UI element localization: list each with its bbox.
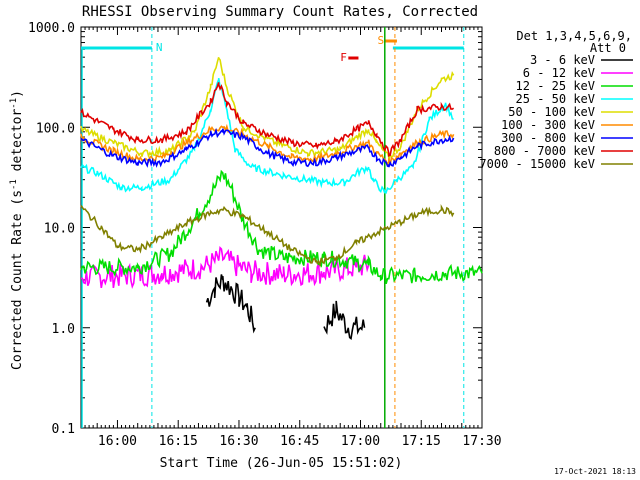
chart-title: RHESSI Observing Summary Count Rates, Co… — [82, 4, 478, 20]
x-tick-label: 17:15 — [402, 434, 441, 449]
series-line-8 — [80, 204, 455, 268]
y-axis-label: Corrected Count Rate (s-1 detector-1) — [9, 90, 25, 370]
legend-label: 7000 - 15000 keV — [479, 157, 595, 171]
x-tick-label: 17:30 — [462, 434, 501, 449]
y-label-mid: detector — [10, 109, 25, 180]
legend-label: 100 - 300 keV — [501, 118, 595, 132]
footer-date: 17-Oct-2021 18:13 — [554, 467, 636, 476]
series-line-7 — [80, 82, 455, 157]
legend-label: 300 - 800 keV — [501, 131, 595, 145]
y-tick-label: 100.0 — [36, 121, 75, 136]
series-line-2 — [80, 169, 483, 285]
series-line-3 — [80, 77, 454, 195]
flare-label: F — [340, 51, 347, 64]
legend-attenuator: Att 0 — [590, 41, 626, 55]
y-label-sup2: -1 — [9, 98, 19, 109]
x-tick-label: 16:00 — [98, 434, 137, 449]
legend-label: 12 - 25 keV — [516, 79, 595, 93]
x-tick-label: 17:00 — [341, 434, 380, 449]
saa-label: S — [377, 34, 384, 47]
y-tick-label: 0.1 — [52, 422, 75, 437]
series-line-1 — [80, 245, 370, 290]
legend-label: 25 - 50 keV — [516, 92, 595, 106]
y-tick-label: 1000.0 — [28, 21, 75, 36]
x-tick-label: 16:30 — [219, 434, 258, 449]
legend-label: 50 - 100 keV — [508, 105, 595, 119]
series-line-0 — [205, 274, 256, 334]
night-label: N — [156, 41, 163, 54]
series-line-0 — [323, 300, 366, 341]
x-axis: 16:00 16:15 16:30 16:45 17:00 17:15 17:30 — [84, 27, 502, 449]
x-tick-label: 16:45 — [280, 434, 319, 449]
legend-label: 800 - 7000 keV — [494, 144, 595, 158]
y-tick-label: 10.0 — [44, 222, 75, 237]
series-line-6 — [80, 127, 455, 168]
y-label-end: ) — [10, 90, 25, 98]
x-axis-label: Start Time (26-Jun-05 15:51:02) — [160, 456, 403, 471]
legend-label: 3 - 6 keV — [530, 53, 595, 67]
x-tick-label: 16:15 — [159, 434, 198, 449]
series-lines — [80, 56, 483, 341]
legend-label: 6 - 12 keV — [523, 66, 595, 80]
y-tick-label: 1.0 — [52, 322, 75, 337]
legend-detectors: Det 1,3,4,5,6,9, — [516, 29, 632, 43]
y-label-sup1: -1 — [9, 179, 19, 190]
y-label-main: Corrected Count Rate (s — [10, 190, 25, 370]
series-line-4 — [80, 56, 455, 160]
